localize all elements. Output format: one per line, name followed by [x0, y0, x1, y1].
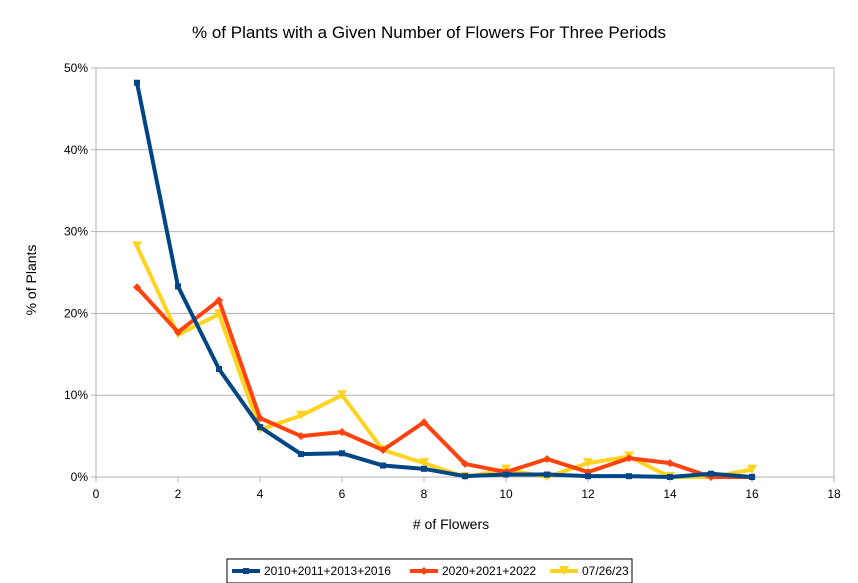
- y-tick-label: 20%: [64, 306, 88, 320]
- x-tick-label: 0: [93, 487, 100, 501]
- legend-swatch-marker: [559, 566, 569, 575]
- data-point: [543, 455, 551, 464]
- x-tick-label: 2: [175, 487, 182, 501]
- data-point: [296, 410, 306, 420]
- y-tick-label: 30%: [64, 225, 88, 239]
- legend-swatch-marker: [420, 567, 428, 575]
- data-point: [461, 459, 469, 468]
- data-point: [747, 464, 757, 474]
- y-tick-label: 40%: [64, 143, 88, 157]
- legend-label: 2020+2021+2022: [442, 564, 536, 578]
- data-point: [133, 283, 141, 292]
- data-point: [585, 473, 591, 480]
- legend-swatch-marker: [243, 568, 249, 574]
- data-point: [625, 454, 633, 463]
- data-point: [175, 283, 181, 290]
- x-tick-label: 6: [339, 487, 346, 501]
- x-tick-label: 18: [827, 487, 841, 501]
- series-lines: [132, 79, 757, 481]
- data-point: [626, 473, 632, 480]
- y-tick-label: 0%: [71, 470, 89, 484]
- data-point: [297, 432, 305, 441]
- legend-label: 07/26/23: [582, 564, 629, 578]
- x-tick-label: 12: [581, 487, 595, 501]
- legend-label: 2010+2011+2013+2016: [264, 564, 391, 578]
- data-point: [134, 79, 140, 86]
- y-tick-label: 50%: [64, 61, 88, 75]
- data-point: [666, 459, 674, 468]
- data-point: [379, 446, 387, 455]
- legend: 2010+2011+2013+2016 2020+2021+2022 07/26/2…: [226, 558, 633, 583]
- y-axis-label: % of Plants: [23, 245, 39, 316]
- data-point: [337, 390, 347, 400]
- x-tick-label: 10: [499, 487, 513, 501]
- data-point: [298, 451, 304, 458]
- data-point: [339, 450, 345, 457]
- series-line: [135, 245, 753, 479]
- data-point: [503, 471, 509, 478]
- data-point: [708, 470, 714, 477]
- series-0: [134, 79, 755, 480]
- data-point: [419, 458, 429, 468]
- y-tick-label: 10%: [64, 388, 88, 402]
- data-point: [174, 328, 182, 337]
- data-point: [462, 473, 468, 480]
- data-point: [667, 474, 673, 480]
- data-point: [132, 241, 142, 251]
- data-point: [421, 465, 427, 472]
- series-line: [135, 82, 753, 479]
- x-axis-label: # of Flowers: [413, 516, 489, 532]
- grid-lines: [96, 67, 834, 478]
- data-point: [338, 428, 346, 437]
- data-point: [544, 471, 550, 478]
- x-tick-label: 14: [663, 487, 677, 501]
- data-point: [257, 424, 263, 431]
- data-point: [749, 474, 755, 480]
- x-tick-label: 4: [257, 487, 264, 501]
- series-line: [135, 285, 752, 479]
- data-point: [215, 296, 223, 305]
- plot-area-border: [95, 67, 835, 478]
- data-point: [216, 366, 222, 373]
- x-tick-label: 8: [421, 487, 428, 501]
- x-tick-label: 16: [745, 487, 759, 501]
- data-point: [420, 418, 428, 427]
- data-point: [256, 414, 264, 423]
- chart-title: % of Plants with a Given Number of Flowe…: [192, 23, 666, 42]
- data-point: [380, 462, 386, 469]
- axis-ticks: 0% 10% 20% 30% 40% 50% 0 2 4 6 8 10 12 14 16 18: [64, 61, 841, 501]
- data-point: [583, 458, 593, 468]
